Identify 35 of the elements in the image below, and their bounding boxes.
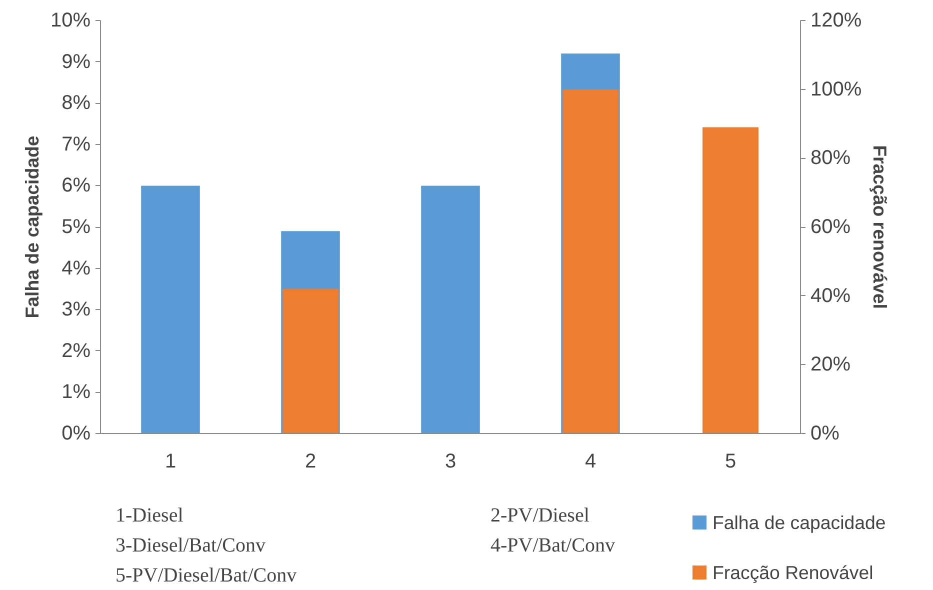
- y2-axis-title: Fracção renovável: [870, 145, 891, 309]
- y-tick-label: 9%: [62, 50, 91, 73]
- x-tick-label: 5: [724, 450, 736, 472]
- y2-tick-label: 40%: [810, 284, 851, 307]
- y2-tick-label: 100%: [810, 78, 862, 100]
- y-tick-label: 6%: [62, 174, 91, 197]
- x-tick-label: 1: [164, 450, 176, 472]
- bar: [141, 186, 200, 434]
- y-tick-label: 7%: [62, 133, 91, 156]
- y-tick-label: 1%: [62, 381, 91, 404]
- bar: [421, 186, 480, 434]
- y-tick-label: 3%: [62, 298, 91, 321]
- text: 5-PV/Diesel/Bat/Conv: [116, 564, 297, 586]
- y2-tick-label: 0%: [810, 422, 840, 444]
- x-tick-label: 3: [444, 450, 456, 472]
- text: 3-Diesel/Bat/Conv: [116, 534, 266, 556]
- text: 4-PV/Bat/Conv: [490, 534, 615, 556]
- legend-label: Fracção Renovável: [712, 562, 874, 583]
- y-tick-label: 0%: [62, 422, 91, 444]
- text: 1-Diesel: [116, 504, 184, 526]
- y-tick-label: 2%: [62, 340, 91, 362]
- bar: [702, 127, 758, 434]
- x-tick-label: 4: [584, 450, 596, 472]
- y-tick-label: 8%: [62, 92, 91, 114]
- y-tick-label: 5%: [62, 216, 91, 238]
- x-tick-label: 2: [304, 450, 316, 472]
- y2-tick-label: 20%: [810, 354, 851, 376]
- text: 2-PV/Diesel: [490, 504, 590, 526]
- y-tick-label: 10%: [50, 10, 91, 32]
- y2-tick-label: 80%: [810, 147, 851, 170]
- y-tick-label: 4%: [62, 257, 91, 280]
- y2-tick-label: 60%: [810, 216, 851, 238]
- y-axis-title: Falha de capacidade: [21, 136, 42, 318]
- y2-tick-label: 120%: [810, 10, 862, 32]
- legend-label: Falha de capacidade: [712, 512, 886, 533]
